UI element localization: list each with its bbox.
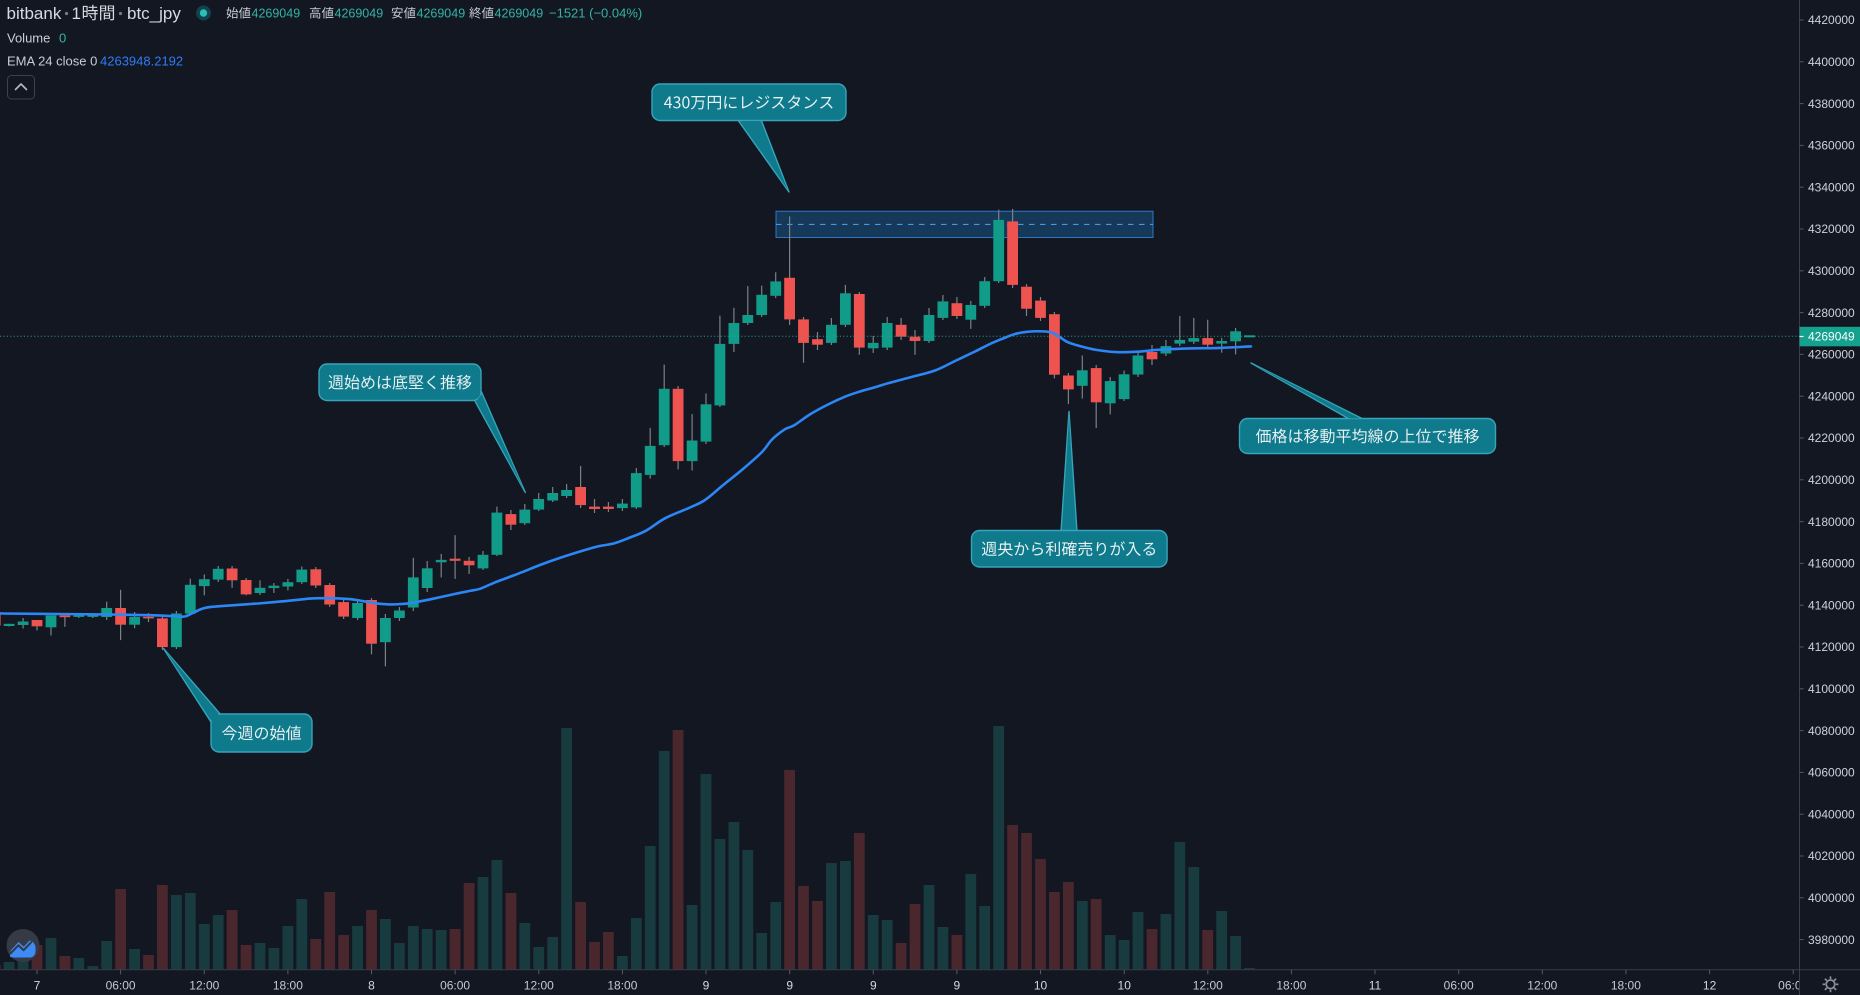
svg-text:4240000: 4240000: [1808, 389, 1855, 403]
svg-text:EMA 24 close 0: EMA 24 close 0: [7, 54, 97, 69]
svg-text:4140000: 4140000: [1808, 598, 1855, 612]
svg-text:4380000: 4380000: [1808, 97, 1855, 111]
svg-text:4020000: 4020000: [1808, 849, 1855, 863]
svg-text:3980000: 3980000: [1808, 933, 1855, 947]
svg-text:4320000: 4320000: [1808, 222, 1855, 236]
svg-text:9: 9: [954, 979, 961, 993]
svg-text:4060000: 4060000: [1808, 766, 1855, 780]
svg-text:9: 9: [870, 979, 877, 993]
svg-text:4340000: 4340000: [1808, 180, 1855, 194]
svg-text:06:00: 06:00: [106, 979, 136, 993]
svg-text:4269049: 4269049: [417, 7, 466, 21]
svg-text:bitbank: bitbank: [7, 4, 62, 23]
svg-text:4040000: 4040000: [1808, 807, 1855, 821]
svg-text:4280000: 4280000: [1808, 306, 1855, 320]
svg-text:4120000: 4120000: [1808, 640, 1855, 654]
svg-text:4269049: 4269049: [252, 7, 301, 21]
svg-text:4263948.2192: 4263948.2192: [100, 54, 183, 69]
svg-text:18:00: 18:00: [1276, 979, 1306, 993]
svg-text:4220000: 4220000: [1808, 431, 1855, 445]
svg-text:4100000: 4100000: [1808, 682, 1855, 696]
svg-text:12:00: 12:00: [189, 979, 219, 993]
svg-text:7: 7: [34, 979, 41, 993]
svg-text:18:00: 18:00: [1611, 979, 1641, 993]
svg-text:4420000: 4420000: [1808, 13, 1855, 27]
svg-text:4260000: 4260000: [1808, 348, 1855, 362]
svg-text:11: 11: [1369, 979, 1382, 993]
svg-text:10: 10: [1034, 979, 1048, 993]
svg-text:Volume: Volume: [7, 31, 50, 46]
svg-text:4180000: 4180000: [1808, 515, 1855, 529]
svg-text:4300000: 4300000: [1808, 264, 1855, 278]
svg-text:10: 10: [1118, 979, 1132, 993]
svg-text:4400000: 4400000: [1808, 55, 1855, 69]
svg-text:1: 1: [72, 4, 81, 23]
svg-text:06:00: 06:00: [440, 979, 470, 993]
svg-text:btc_jpy: btc_jpy: [127, 4, 181, 23]
svg-text:9: 9: [786, 979, 793, 993]
svg-text:4360000: 4360000: [1808, 139, 1855, 153]
svg-text:12:00: 12:00: [1527, 979, 1557, 993]
svg-text:12: 12: [1703, 979, 1717, 993]
svg-text:4269049: 4269049: [495, 7, 544, 21]
svg-text:−1521 (−0.04%): −1521 (−0.04%): [549, 6, 642, 21]
svg-text:4269049: 4269049: [1808, 330, 1855, 344]
svg-text:9: 9: [703, 979, 710, 993]
svg-text:18:00: 18:00: [607, 979, 637, 993]
svg-text:4200000: 4200000: [1808, 473, 1855, 487]
svg-text:12:00: 12:00: [1193, 979, 1223, 993]
svg-text:18:00: 18:00: [273, 979, 303, 993]
svg-text:8: 8: [368, 979, 375, 993]
svg-text:12:00: 12:00: [524, 979, 554, 993]
svg-text:06:00: 06:00: [1778, 979, 1808, 993]
svg-text:4269049: 4269049: [335, 7, 384, 21]
svg-text:4000000: 4000000: [1808, 891, 1855, 905]
svg-text:0: 0: [59, 31, 66, 46]
svg-text:4080000: 4080000: [1808, 724, 1855, 738]
svg-text:4160000: 4160000: [1808, 557, 1855, 571]
svg-text:06:00: 06:00: [1444, 979, 1474, 993]
